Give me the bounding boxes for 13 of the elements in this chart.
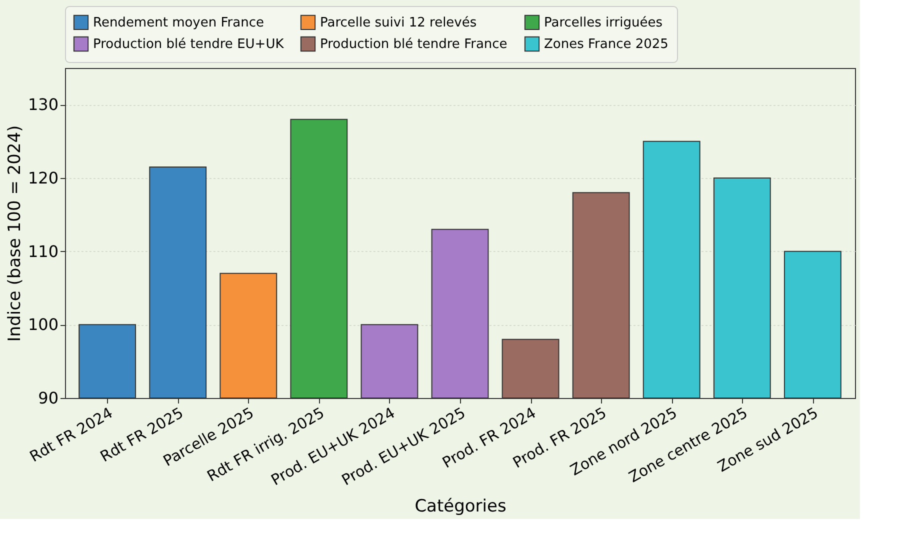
legend-label: Rendement moyen France [93, 15, 264, 30]
y-tick-label: 110 [28, 242, 58, 261]
legend-label: Production blé tendre EU+UK [93, 37, 284, 52]
y-tick-label: 120 [28, 168, 58, 188]
x-axis-title: Catégories [414, 496, 506, 516]
legend-label: Zones France 2025 [544, 37, 668, 52]
legend-label: Parcelle suivi 12 relevés [320, 15, 477, 30]
y-tick-label: 90 [38, 388, 58, 408]
y-tick-label: 100 [28, 315, 58, 334]
y-tick-label: 130 [28, 95, 58, 114]
legend-label: Production blé tendre France [320, 37, 508, 52]
y-axis-title: Indice (base 100 = 2024) [4, 125, 25, 342]
legend-label: Parcelles irriguées [544, 15, 663, 30]
